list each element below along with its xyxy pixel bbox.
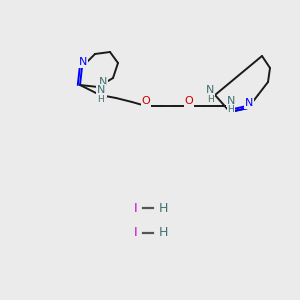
Text: N: N: [79, 57, 87, 67]
Text: N: N: [97, 85, 105, 95]
Text: N: N: [227, 96, 235, 106]
Text: O: O: [142, 96, 150, 106]
Text: N: N: [245, 98, 253, 108]
Text: H: H: [100, 88, 106, 97]
Text: N: N: [206, 85, 214, 95]
Text: H: H: [158, 226, 168, 239]
Text: H: H: [207, 94, 213, 103]
Text: H: H: [98, 94, 104, 103]
Text: O: O: [184, 96, 194, 106]
Text: H: H: [228, 106, 234, 115]
Text: N: N: [99, 77, 107, 87]
Text: I: I: [134, 226, 138, 239]
Text: H: H: [158, 202, 168, 214]
Text: I: I: [134, 202, 138, 214]
